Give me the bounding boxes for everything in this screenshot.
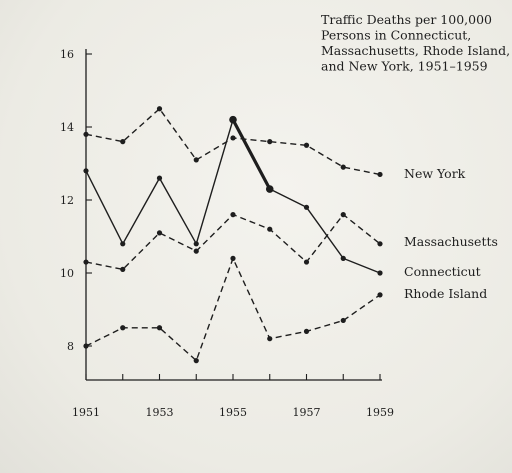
data-point-rhode-island xyxy=(267,336,273,342)
data-point-rhode-island xyxy=(156,325,163,331)
data-point-massachusetts xyxy=(120,266,126,272)
y-tick-label: 10 xyxy=(60,267,74,280)
data-point-connecticut xyxy=(193,241,199,247)
series-rhode-island xyxy=(83,255,383,364)
data-point-rhode-island xyxy=(193,358,199,364)
x-tick-label: 1957 xyxy=(293,406,321,419)
series-layer xyxy=(83,106,383,364)
series-line-connecticut xyxy=(85,119,381,274)
y-tick-label: 8 xyxy=(67,340,74,353)
chart-title-line: Massachusetts, Rhode Island, xyxy=(321,43,510,58)
data-point-connecticut xyxy=(120,241,126,247)
data-point-massachusetts xyxy=(377,241,383,247)
data-point-connecticut xyxy=(229,115,237,124)
data-point-rhode-island xyxy=(230,255,236,261)
data-point-new-york xyxy=(83,131,89,137)
y-tick-label: 14 xyxy=(60,121,74,134)
x-tick-label: 1955 xyxy=(219,406,247,419)
data-point-massachusetts xyxy=(83,259,89,265)
highlight-segment-connecticut xyxy=(231,118,272,191)
series-label-massachusetts: Massachusetts xyxy=(404,234,498,249)
data-point-connecticut xyxy=(265,185,274,193)
data-point-massachusetts xyxy=(340,212,346,218)
data-point-rhode-island xyxy=(83,343,89,349)
y-tick-label: 16 xyxy=(60,48,74,61)
data-point-connecticut xyxy=(303,204,310,210)
x-tick-label: 1951 xyxy=(72,406,100,419)
axes: 8 10 12 14 16 1951 1953 1955 1957 1959 xyxy=(60,48,394,419)
series-connecticut xyxy=(83,115,383,276)
data-point-rhode-island xyxy=(340,317,346,324)
data-point-massachusetts xyxy=(230,212,236,218)
series-label-connecticut: Connecticut xyxy=(404,264,481,279)
data-point-connecticut xyxy=(83,168,89,174)
x-tick-label: 1953 xyxy=(146,406,174,419)
series-label-rhode-island: Rhode Island xyxy=(404,286,487,301)
data-point-new-york xyxy=(267,139,273,145)
data-point-rhode-island xyxy=(120,325,126,331)
data-point-rhode-island xyxy=(377,292,383,298)
series-labels: New York Massachusetts Connecticut Rhode Is… xyxy=(404,166,498,301)
data-point-new-york xyxy=(120,139,126,145)
data-point-massachusetts xyxy=(267,226,273,232)
x-tick-label: 1959 xyxy=(366,406,394,419)
data-point-rhode-island xyxy=(303,328,310,334)
data-point-connecticut xyxy=(377,270,383,276)
data-point-massachusetts xyxy=(303,259,310,265)
series-new-york xyxy=(83,106,383,178)
chart-title-line: and New York, 1951–1959 xyxy=(321,59,488,74)
series-line-rhode-island xyxy=(85,257,381,362)
data-point-massachusetts xyxy=(156,230,163,236)
chart-title: Traffic Deaths per 100,000 Persons in Con… xyxy=(321,12,510,74)
data-point-new-york xyxy=(193,157,199,163)
data-point-massachusetts xyxy=(193,248,199,254)
chart-title-line: Persons in Connecticut, xyxy=(321,28,471,43)
chart-title-line: Traffic Deaths per 100,000 xyxy=(321,12,492,27)
data-point-new-york xyxy=(303,142,310,148)
data-point-new-york xyxy=(230,135,236,141)
data-point-new-york xyxy=(340,164,346,170)
y-tick-label: 12 xyxy=(60,194,74,207)
series-line-massachusetts xyxy=(85,213,381,271)
series-label-new-york: New York xyxy=(404,166,466,181)
data-point-connecticut xyxy=(340,255,346,261)
data-point-connecticut xyxy=(156,175,163,181)
series-massachusetts xyxy=(83,212,383,272)
data-point-new-york xyxy=(156,106,163,112)
data-point-new-york xyxy=(377,171,383,178)
